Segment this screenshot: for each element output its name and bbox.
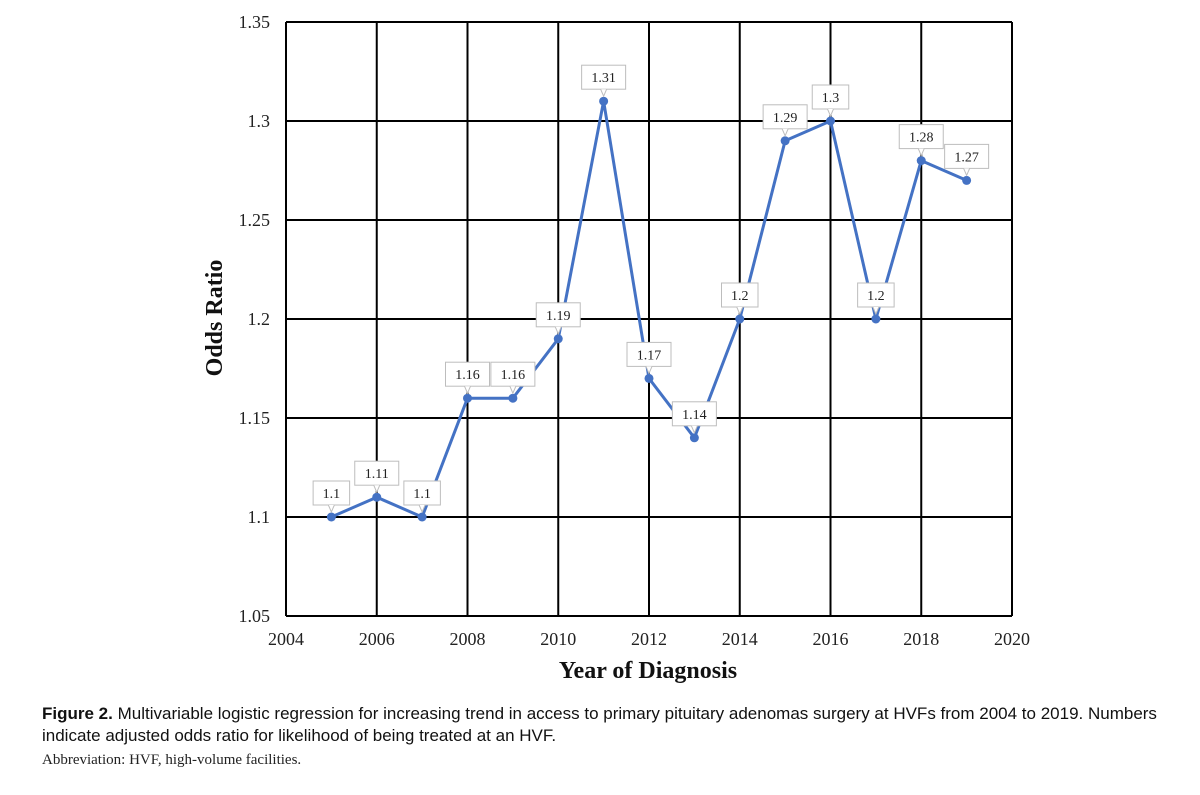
- data-label-box: [403, 480, 441, 506]
- data-label: 1.14: [682, 408, 707, 423]
- y-tick-label: 1.15: [239, 408, 271, 428]
- data-label-box: [354, 460, 400, 486]
- data-label-pointer: [464, 386, 471, 395]
- y-tick-label: 1.05: [239, 606, 271, 626]
- data-point: [826, 116, 835, 126]
- data-point: [780, 136, 790, 146]
- data-label-pointer: [963, 168, 971, 177]
- data-label-box: [944, 143, 990, 169]
- data-point: [417, 512, 427, 522]
- data-label: 1.27: [954, 150, 979, 165]
- data-point: [508, 393, 518, 403]
- x-tick-label: 2010: [540, 629, 576, 649]
- data-label-pointer: [554, 326, 562, 336]
- data-label: 1.1: [323, 487, 341, 502]
- data-label-pointer: [690, 425, 698, 435]
- x-tick-label: 2004: [268, 629, 304, 649]
- data-point: [689, 433, 699, 443]
- x-tick-label: 2018: [903, 629, 939, 649]
- data-label: 1.31: [591, 71, 616, 86]
- data-label-pointer: [645, 366, 653, 375]
- data-point: [599, 96, 609, 106]
- data-label-box: [445, 361, 490, 387]
- data-label: 1.16: [455, 368, 480, 383]
- data-label-box: [581, 64, 627, 90]
- data-point: [916, 156, 926, 166]
- odds-ratio-chart: 1.1 1.11 1.1 1.16 1.16 1.19 1.31 1.17 1.14 1.2 1.2…: [202, 12, 1031, 684]
- x-tick-label: 2020: [994, 629, 1030, 649]
- abbreviation-note: Abbreviation: HVF, high-volume facilitie…: [42, 752, 302, 768]
- data-label-box: [626, 341, 672, 367]
- data-label-pointer: [418, 504, 426, 514]
- figure-caption: Figure 2. Multivariable logistic regress…: [42, 703, 1182, 747]
- data-label: 1.11: [365, 467, 389, 482]
- data-label-box: [671, 401, 717, 427]
- x-tick-label: 2008: [450, 629, 486, 649]
- data-label: 1.2: [867, 289, 885, 304]
- data-label-box: [898, 124, 944, 150]
- data-label-box: [811, 84, 850, 110]
- figure-label: Figure 2.: [42, 704, 113, 723]
- data-point: [735, 314, 745, 324]
- y-tick-label: 1.35: [239, 12, 271, 32]
- data-point: [326, 512, 336, 522]
- data-label: 1.28: [909, 131, 934, 146]
- y-tick-label: 1.2: [248, 309, 271, 329]
- data-label-box: [857, 282, 895, 308]
- data-point: [553, 334, 563, 344]
- data-label-pointer: [373, 485, 381, 494]
- data-label-pointer: [509, 386, 517, 395]
- data-label-pointer: [736, 306, 744, 316]
- data-point: [644, 373, 654, 383]
- x-tick-label: 2012: [631, 629, 667, 649]
- data-label-box: [490, 361, 536, 387]
- data-label-pointer: [917, 148, 925, 157]
- y-axis-title: Odds Ratio: [202, 260, 228, 377]
- chart-series: 1.1 1.11 1.1 1.16 1.16 1.19 1.31 1.17 1.14 1.2 1.2…: [312, 64, 990, 522]
- data-label: 1.19: [546, 309, 571, 324]
- data-point: [871, 314, 881, 324]
- x-axis-title: Year of Diagnosis: [559, 658, 737, 684]
- data-label: 1.2: [731, 289, 749, 304]
- data-label-pointer: [781, 128, 789, 138]
- x-tick-label: 2014: [722, 629, 758, 649]
- data-label-pointer: [600, 89, 608, 98]
- data-label: 1.3: [822, 91, 840, 106]
- x-tick-label: 2006: [359, 629, 395, 649]
- y-tick-label: 1.1: [248, 507, 271, 527]
- data-label-pointer: [327, 504, 335, 514]
- chart-ticks: 1.05 1.1 1.15 1.2 1.25 1.3 1.35 2004 2006 2008 201…: [239, 12, 1031, 649]
- y-tick-label: 1.3: [248, 111, 271, 131]
- data-point: [463, 393, 472, 403]
- data-label: 1.17: [637, 348, 662, 363]
- x-tick-label: 2016: [813, 629, 849, 649]
- figure-caption-text: Multivariable logistic regression for in…: [42, 704, 1157, 745]
- data-label: 1.16: [501, 368, 526, 383]
- data-label-pointer: [827, 108, 834, 118]
- data-label: 1.1: [413, 487, 431, 502]
- data-point: [372, 492, 382, 502]
- data-label-pointer: [872, 306, 880, 316]
- y-tick-label: 1.25: [239, 210, 271, 230]
- chart-grid: [285, 21, 1013, 617]
- data-point: [962, 175, 972, 185]
- data-label: 1.29: [773, 111, 798, 126]
